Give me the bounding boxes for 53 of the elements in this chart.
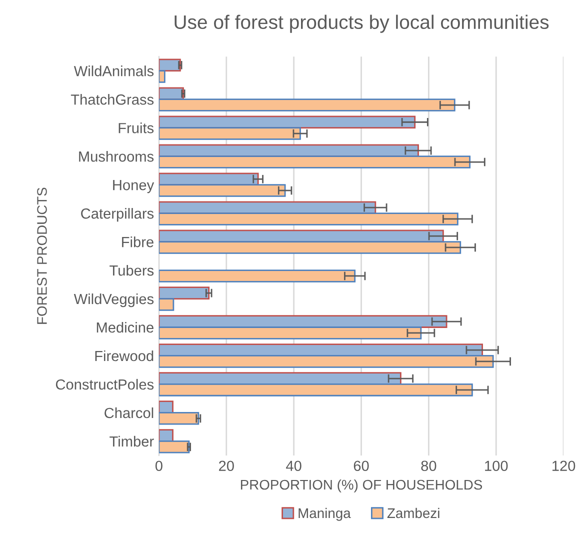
legend-label: Zambezi (387, 508, 440, 518)
y-tick-label: WildAnimals (74, 66, 154, 76)
x-tick-label: 20 (219, 460, 234, 472)
bar (158, 70, 166, 83)
bar (158, 144, 419, 158)
y-tick-label: ConstructPoles (56, 378, 154, 390)
y-tick-label: Tubers (110, 264, 154, 276)
bar (158, 241, 462, 254)
y-tick-label: Medicine (96, 322, 154, 333)
bar (158, 201, 376, 214)
legend-label: Maninga (298, 508, 351, 521)
bar (158, 412, 200, 425)
bar (158, 400, 174, 414)
bar (158, 344, 483, 356)
bar (158, 429, 174, 442)
y-tick-label: ThatchGrass (70, 94, 154, 105)
bar (158, 315, 448, 328)
bar (158, 212, 458, 226)
y-tick-label: WildVeggies (74, 293, 154, 308)
bar (158, 326, 422, 340)
bar (158, 184, 286, 197)
bar (158, 355, 494, 368)
y-tick-label: Caterpillars (81, 208, 154, 222)
bar (158, 58, 181, 72)
x-tick-label: 0 (155, 460, 162, 472)
bar (158, 372, 402, 385)
y-axis-title: FOREST PRODUCTS (37, 188, 47, 324)
x-tick-label: 40 (286, 460, 302, 472)
bar (158, 87, 184, 100)
bar (158, 230, 444, 242)
x-axis-title: PROPORTION (%) OF HOUSEHOLDS (240, 479, 482, 492)
bar (158, 384, 473, 396)
bar (158, 98, 456, 112)
bar (158, 298, 174, 311)
x-tick-label: 80 (421, 460, 436, 472)
y-tick-label: Fruits (118, 122, 154, 134)
bar (158, 270, 356, 282)
bar (158, 172, 259, 186)
y-tick-label: Firewood (95, 350, 154, 362)
bar (158, 156, 471, 168)
y-tick-label: Charcol (104, 407, 154, 418)
y-tick-label: Honey (113, 180, 154, 194)
bar (158, 116, 416, 129)
x-tick-label: 60 (354, 460, 369, 472)
bar (158, 127, 301, 140)
bar (158, 286, 210, 300)
x-tick-label: 120 (552, 460, 576, 472)
y-tick-label: Timber (110, 436, 154, 447)
chart-title: Use of forest products by local communities (174, 14, 549, 33)
bar (158, 440, 190, 454)
x-tick-label: 100 (485, 460, 508, 472)
y-tick-label: Mushrooms (79, 151, 154, 162)
y-tick-label: Fibre (122, 236, 154, 248)
